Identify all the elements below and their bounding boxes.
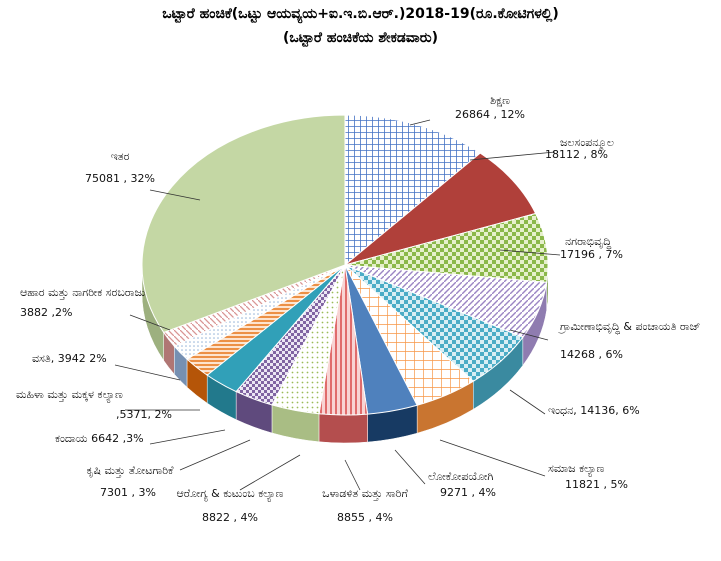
leader-line xyxy=(394,449,426,485)
slice-value-label: 8822 , 4% xyxy=(202,511,258,524)
pie-slice-side xyxy=(318,413,368,444)
slice-label: ಆರೋಗ್ಯ & ಕುಟುಂಬ ಕಲ್ಯಾಣ xyxy=(177,487,284,501)
slice-value-label: 75081 , 32% xyxy=(85,172,155,185)
slice-value-label: 9271 , 4% xyxy=(440,486,496,499)
leader-line xyxy=(469,151,556,161)
leader-line xyxy=(344,459,361,491)
slice-value-label: ,5371, 2% xyxy=(116,408,172,421)
slice-value-label: 7301 , 3% xyxy=(100,486,156,499)
slice-label: ಲೋಕೋಪಯೋಗಿ xyxy=(428,470,493,483)
slice-label: ಕೃಷಿ ಮತ್ತು ತೋಟಗಾರಿಕೆ xyxy=(87,464,174,477)
slice-value-label: 8855 , 4% xyxy=(337,511,393,524)
leader-line xyxy=(179,439,251,471)
leader-line xyxy=(499,249,561,256)
slice-label: ಶಿಕ್ಷಣ xyxy=(490,94,510,107)
slice-label: ಇಂಧನ, 14136, 6% xyxy=(548,404,640,417)
slice-value-label: 11821 , 5% xyxy=(565,478,628,491)
chart-title: ಒಟ್ಟಾರೆ ಹಂಚಿಕೆ(ಒಟ್ಟು ಆಯವ್ಯಯ+ಐ.ಇ.ಬಿ.ಆರ್.)… xyxy=(162,6,559,22)
leader-line xyxy=(149,189,201,201)
slice-value-label: 26864 , 12% xyxy=(455,108,525,121)
slice-label: ಆಹಾರ ಮತ್ತು ನಾಗರೀಕ ಸರಬರಾಜು xyxy=(20,286,146,299)
slice-label: ಮಹಿಳಾ ಮತ್ತು ಮಕ್ಕಳ ಕಲ್ಯಾಣ xyxy=(16,388,123,402)
leader-line xyxy=(129,314,171,331)
pie-slice xyxy=(344,114,482,267)
pie-slice xyxy=(344,152,537,266)
leader-line xyxy=(239,454,301,491)
slice-label: ಸಮಾಜ ಕಲ್ಯಾಣ xyxy=(548,462,605,476)
slice-label: ವಸತಿ, 3942 2% xyxy=(32,352,107,365)
slice-value-label: 17196 , 7% xyxy=(560,248,623,261)
leader-line xyxy=(509,329,549,341)
leader-line xyxy=(149,429,226,445)
slice-value-label: 3882 ,2% xyxy=(20,306,72,319)
slice-value-label: 14268 , 6% xyxy=(560,348,623,361)
slice-label: ನಗರಾಭಿವೃದ್ಧಿ xyxy=(565,235,611,250)
slice-value-label: 18112 , 8% xyxy=(545,148,608,161)
slice-label: ಗ್ರಾಮೀಣಾಭಿವೃದ್ಧಿ & ಪಂಚಾಯತಿ ರಾಜ್ xyxy=(557,320,700,335)
leader-line xyxy=(439,439,546,477)
chart-subtitle: (ಒಟ್ಟಾರೆ ಹಂಚಿಕೆಯ ಶೇಕಡವಾರು) xyxy=(282,30,439,46)
slice-label: ಜಲಸಂಪನ್ಮೂಲ xyxy=(560,136,614,150)
leader-line xyxy=(114,364,181,381)
pie-slice xyxy=(141,114,346,334)
leader-line xyxy=(409,119,431,126)
slice-label: ಇತರ xyxy=(111,150,130,163)
slice-label: ಕಂದಾಯ 6642 ,3% xyxy=(55,432,144,445)
leader-line xyxy=(509,389,546,415)
slice-label: ಒಳಾಡಳಿತ ಮತ್ತು ಸಾರಿಗೆ xyxy=(322,487,408,500)
